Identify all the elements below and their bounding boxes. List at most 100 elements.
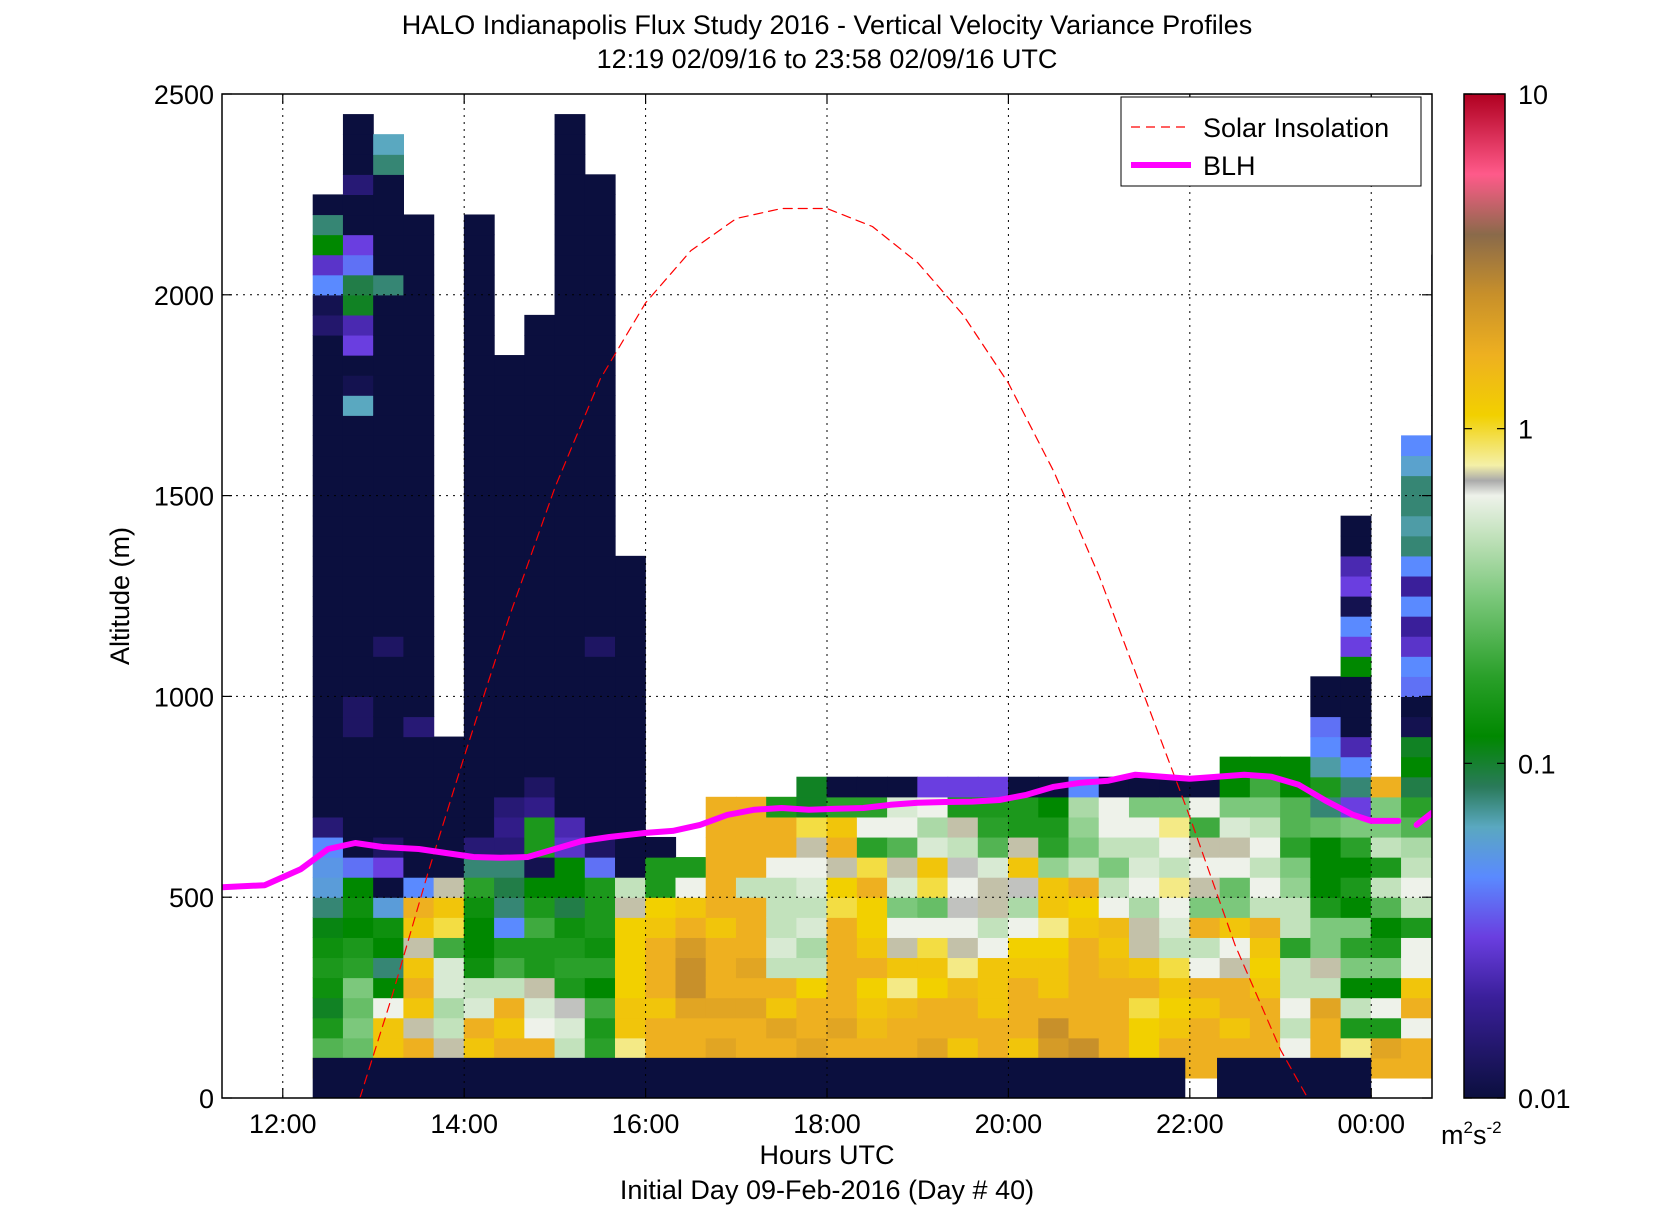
heatmap-cell <box>1431 274 1432 296</box>
heatmap-cell <box>1431 857 1432 878</box>
heatmap-cell <box>433 877 465 898</box>
heatmap-cell <box>1098 796 1130 818</box>
heatmap-cell <box>373 455 404 477</box>
heatmap-cell <box>1310 756 1342 778</box>
heatmap-cell <box>494 495 525 517</box>
heatmap-cell <box>342 776 374 798</box>
heatmap-cell <box>403 937 435 959</box>
heatmap-cell <box>1370 877 1402 898</box>
heatmap-cell <box>1219 937 1251 959</box>
heatmap-cell <box>312 355 344 376</box>
grid-lines <box>222 94 1432 1098</box>
heatmap-cell <box>1401 796 1432 818</box>
heatmap-cell <box>554 134 586 155</box>
heatmap-cell <box>887 877 918 898</box>
heatmap-cell <box>615 656 646 677</box>
heatmap-cell <box>524 796 556 818</box>
heatmap-cell <box>1310 957 1342 979</box>
heatmap-cell <box>463 636 495 657</box>
heatmap-cell <box>463 917 495 938</box>
heatmap-cell <box>1401 997 1432 1019</box>
heatmap-cell <box>463 475 495 497</box>
heatmap-cell <box>1370 836 1402 858</box>
heatmap-cell <box>1310 917 1342 938</box>
heatmap-cell <box>373 937 404 959</box>
heatmap-cell <box>1401 475 1432 497</box>
heatmap-cell <box>403 1017 435 1039</box>
heatmap-cell <box>1431 475 1432 497</box>
heatmap-cell <box>554 656 586 677</box>
heatmap-cell <box>1431 796 1432 818</box>
heatmap-cell <box>705 957 737 979</box>
heatmap-cell <box>463 977 495 999</box>
heatmap-cell <box>584 716 616 738</box>
heatmap-cell <box>1128 957 1160 979</box>
heatmap-cell <box>1401 776 1432 798</box>
heatmap-cell <box>1280 1017 1311 1039</box>
heatmap-cell <box>947 977 979 999</box>
heatmap-cell <box>1128 776 1160 798</box>
heatmap-cell <box>554 314 586 336</box>
heatmap-cell <box>735 977 767 999</box>
heatmap-cell <box>1098 997 1130 1019</box>
heatmap-cell <box>1401 977 1432 999</box>
heatmap-cell <box>1038 937 1070 959</box>
heatmap-cell <box>1431 696 1432 718</box>
heatmap-cell <box>584 535 616 557</box>
heatmap-cell <box>615 555 646 577</box>
heatmap-cell <box>1128 836 1160 858</box>
heatmap-cell <box>645 1037 677 1059</box>
heatmap-cell <box>433 756 465 778</box>
heatmap-cell <box>584 656 616 677</box>
heatmap-cell <box>1128 997 1160 1019</box>
heatmap-cell <box>433 736 465 758</box>
heatmap-cell <box>917 1017 949 1039</box>
heatmap-cell <box>1038 836 1070 858</box>
heatmap-cell <box>312 515 344 537</box>
heatmap-cell <box>766 1017 798 1039</box>
heatmap-cell <box>524 395 556 416</box>
heatmap-cell <box>1431 314 1432 336</box>
heatmap-cell <box>1401 1037 1432 1059</box>
heatmap-cell <box>1340 616 1372 637</box>
heatmap-cell <box>312 596 344 617</box>
heatmap-cell <box>433 897 465 918</box>
heatmap-cell <box>1008 796 1039 818</box>
heatmap-cell <box>554 254 586 276</box>
heatmap-cell <box>554 535 586 557</box>
heatmap-cell <box>433 857 465 878</box>
heatmap-cell <box>1038 997 1070 1019</box>
heatmap-cell <box>1068 897 1100 918</box>
heatmap-cell <box>373 475 404 497</box>
heatmap-cell <box>373 134 404 155</box>
heatmap-cell <box>554 194 586 216</box>
heatmap-cell <box>463 877 495 898</box>
heatmap-cell <box>1249 756 1281 778</box>
heatmap-cell <box>554 917 586 938</box>
heatmap-cell <box>796 857 828 878</box>
heatmap-cell <box>856 816 888 838</box>
heatmap-cell <box>1128 977 1160 999</box>
heatmap-cell <box>615 736 646 758</box>
heatmap-cell <box>826 1017 858 1039</box>
heatmap-cell <box>342 254 374 276</box>
heatmap-cell <box>947 1037 979 1059</box>
heatmap-cell <box>796 957 828 979</box>
heatmap-cell <box>312 816 344 838</box>
heatmap-cell <box>1189 776 1221 798</box>
heatmap-cell <box>554 957 586 979</box>
heatmap-cell <box>1431 877 1432 898</box>
heatmap-cell <box>917 836 949 858</box>
heatmap-cell <box>342 917 374 938</box>
heatmap-cell <box>1401 535 1432 557</box>
heatmap-cell <box>312 656 344 677</box>
heatmap-cell <box>433 957 465 979</box>
heatmap-cell <box>524 696 556 718</box>
heatmap-cell <box>796 977 828 999</box>
heatmap-cell <box>554 334 586 356</box>
heatmap-cell <box>554 174 586 195</box>
heatmap-cell <box>403 596 435 617</box>
heatmap-cell <box>1401 636 1432 657</box>
heatmap-cell <box>1401 716 1432 738</box>
heatmap-cell <box>645 917 677 938</box>
